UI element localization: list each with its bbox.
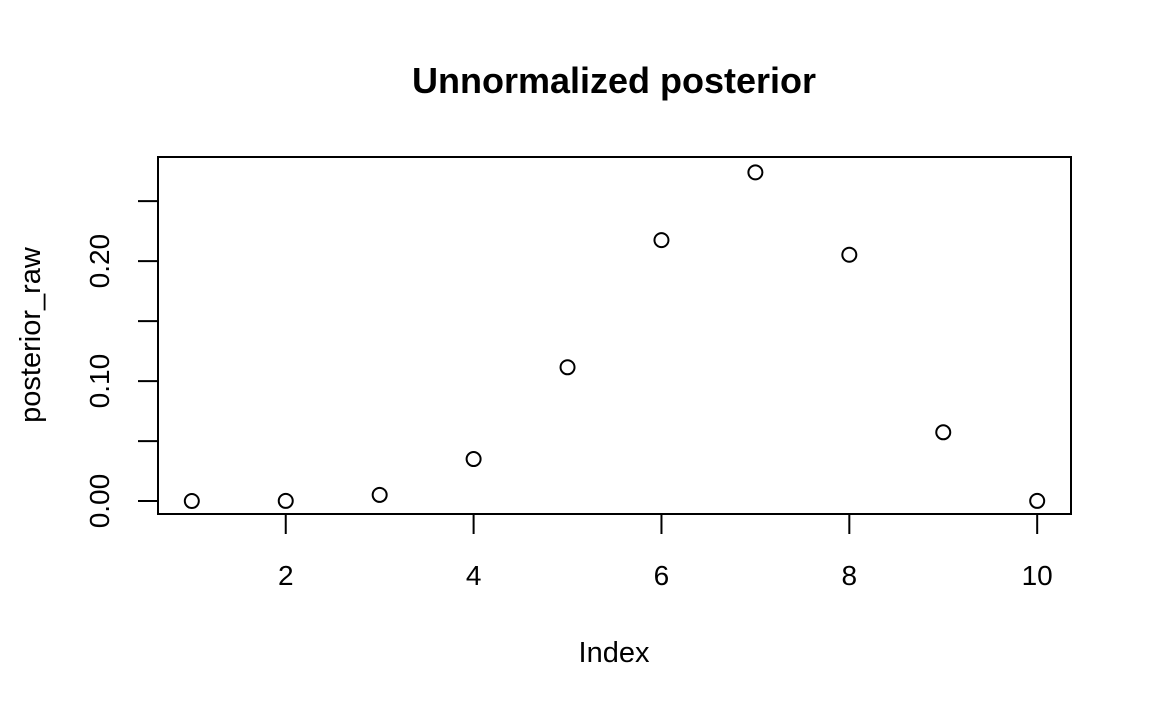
x-tick-label: 2 (278, 560, 294, 591)
data-point (183, 493, 200, 510)
data-point (371, 486, 388, 503)
data-point (277, 492, 294, 509)
x-tick-label: 8 (842, 560, 858, 591)
plot-frame (157, 156, 1072, 515)
x-axis: 2 4 6 8 10 (278, 513, 1053, 591)
y-axis: 0.00 0.10 0.20 (84, 200, 159, 528)
y-axis-label: posterior_raw (15, 246, 47, 423)
data-point (1029, 492, 1046, 509)
data-point (465, 451, 482, 468)
x-axis-label: Index (579, 637, 650, 669)
data-points (183, 164, 1046, 510)
data-point (747, 164, 764, 181)
y-tick-label: 0.10 (84, 354, 115, 409)
chart-title: Unnormalized posterior (412, 60, 816, 101)
y-tick-label: 0.20 (84, 234, 115, 289)
data-point (841, 246, 858, 263)
y-tick-label: 0.00 (84, 474, 115, 528)
data-point (559, 359, 576, 376)
x-tick-label: 4 (466, 560, 482, 591)
data-point (653, 232, 670, 249)
x-tick-label: 6 (654, 560, 670, 591)
x-tick-label: 10 (1022, 560, 1053, 591)
data-point (935, 424, 952, 441)
